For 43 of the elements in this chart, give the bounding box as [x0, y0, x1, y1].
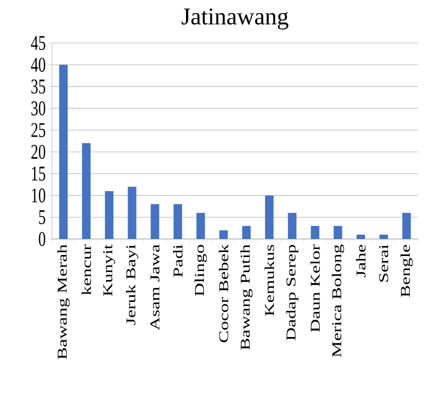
bar [356, 234, 366, 239]
x-tick-label: Kemukus [264, 244, 274, 316]
bar [242, 226, 251, 239]
x-tick-label: Cocor Bebek [218, 244, 228, 342]
bar [334, 226, 342, 239]
x-tick-label: Bawang Putih [240, 244, 253, 350]
x-tick-label: Dadap Serep [286, 244, 298, 340]
bar [59, 64, 68, 239]
y-tick-label: 10 [32, 188, 46, 202]
y-tick-label: 20 [31, 144, 46, 159]
y-tick-label: 0 [38, 232, 46, 246]
y-tick-label: 40 [31, 58, 46, 72]
x-tick-label: Asam Jawa [150, 244, 160, 330]
chart-title: Jatinawang [182, 8, 288, 30]
y-tick-label: 15 [32, 166, 46, 181]
x-tick-label: Daun Kelor [310, 244, 320, 332]
x-tick-label: Jeruk Bayi [126, 244, 138, 325]
y-tick-label: 5 [39, 210, 46, 224]
bar [219, 230, 228, 239]
bar [402, 212, 411, 239]
bar [310, 226, 320, 239]
y-tick-label: 25 [31, 123, 46, 138]
bar [150, 204, 160, 239]
bar [128, 186, 136, 239]
x-tick-label: kencur [82, 244, 92, 296]
x-tick-label: Dlingo [194, 244, 207, 296]
x-tick-label: Padi [173, 244, 183, 278]
y-tick-label: 45 [31, 36, 46, 50]
x-tick-label: Bawang Merah [57, 244, 70, 360]
bar [196, 212, 205, 239]
bar [174, 204, 182, 239]
y-tick-label: 30 [31, 101, 46, 116]
bar [265, 195, 274, 239]
x-tick-label: Jahe [356, 244, 366, 278]
bar [82, 143, 91, 239]
bar [379, 234, 388, 239]
x-tick-label: Kunyit [103, 244, 116, 296]
x-tick-label: Merica Bolong [332, 244, 344, 358]
bar [104, 191, 114, 239]
bar [288, 212, 296, 239]
y-tick-label: 35 [31, 80, 46, 94]
x-tick-label: Bengle [400, 244, 413, 297]
x-tick-label: Serai [379, 244, 388, 282]
